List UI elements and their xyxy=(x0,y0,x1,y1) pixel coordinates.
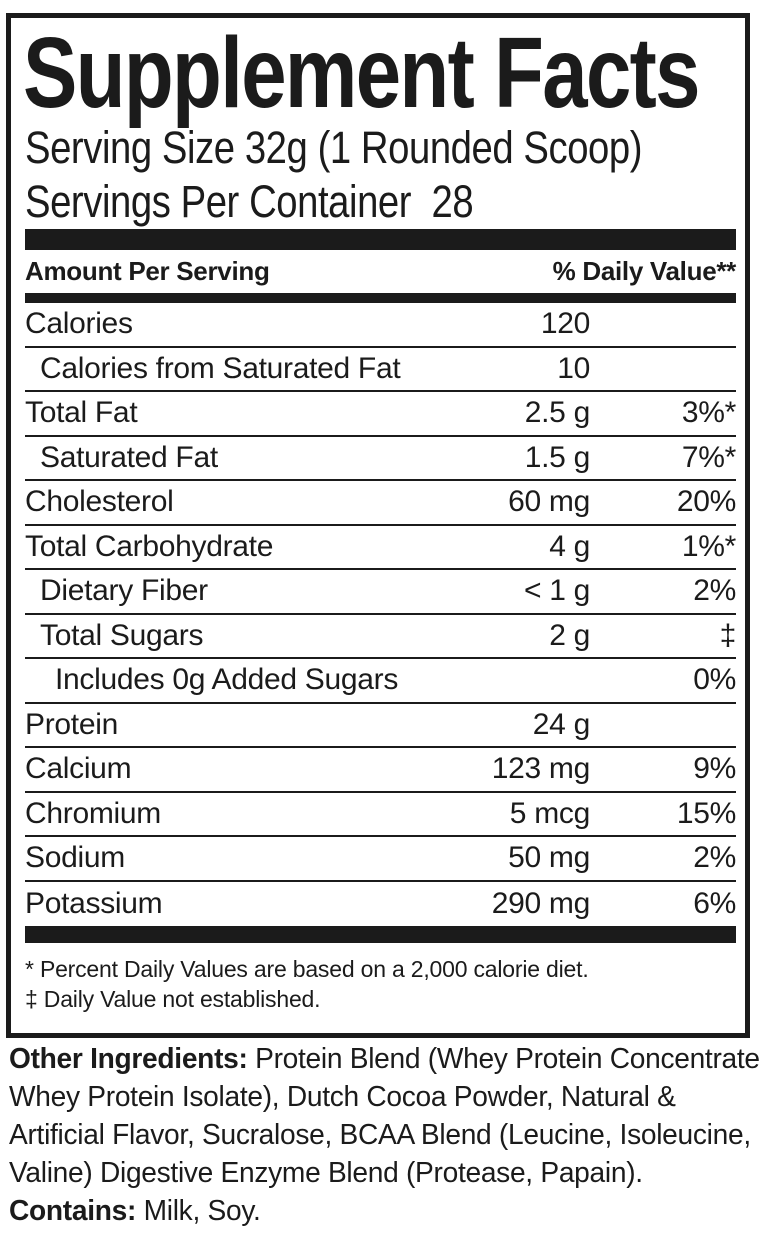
nutrient-name: Calories from Saturated Fat xyxy=(40,351,401,385)
nutrient-name: Includes 0g Added Sugars xyxy=(55,663,399,697)
nutrient-name: Dietary Fiber xyxy=(40,574,208,608)
nutrient-dv: 1%* xyxy=(681,529,736,563)
other-ingredients-label: Other Ingredients: xyxy=(9,1043,248,1075)
other-ingredients-line: Artificial Flavor, Sucralose, BCAA Blend… xyxy=(9,1119,751,1151)
daily-value-header: % Daily Value** xyxy=(552,256,737,286)
nutrient-dv: 3%* xyxy=(681,396,736,430)
footnote-not-established: ‡ Daily Value not established. xyxy=(25,986,321,1012)
nutrient-name: Saturated Fat xyxy=(40,440,218,474)
row-calories: Calories 120 xyxy=(25,303,736,348)
contains-label: Contains: xyxy=(9,1195,137,1227)
nutrient-amount: 24 g xyxy=(532,707,591,741)
serving-size-line: Serving Size 32g (1 Rounded Scoop) xyxy=(25,122,643,173)
nutrition-rows: Calories 120 Calories from Saturated Fat… xyxy=(25,303,736,926)
other-ingredients-line: Valine) Digestive Enzyme Blend (Protease… xyxy=(9,1157,643,1189)
nutrient-name: Potassium xyxy=(25,886,163,920)
nutrient-name: Total Carbohydrate xyxy=(25,529,274,563)
nutrient-dv: 20% xyxy=(676,485,736,519)
other-ingredients-line: Other Ingredients: Protein Blend (Whey P… xyxy=(9,1040,762,1078)
nutrient-dv: ‡ xyxy=(719,618,737,652)
nutrient-amount: 4 g xyxy=(549,529,590,563)
nutrient-amount: 5 mcg xyxy=(509,796,591,830)
nutrient-dv: 2% xyxy=(693,574,736,608)
nutrient-amount: 123 mg xyxy=(491,752,591,786)
nutrient-dv: 7%* xyxy=(681,440,736,474)
contains-text: Milk, Soy. xyxy=(143,1195,261,1227)
nutrient-name: Cholesterol xyxy=(25,485,174,519)
row-cholesterol: Cholesterol 60 mg 20% xyxy=(25,481,736,526)
nutrient-amount: 2.5 g xyxy=(524,396,591,430)
supplement-facts-panel: Supplement Facts Serving Size 32g (1 Rou… xyxy=(6,13,750,1038)
contains-line: Contains: Milk, Soy. xyxy=(9,1192,758,1230)
row-total-carbohydrate: Total Carbohydrate 4 g 1%* xyxy=(25,526,736,570)
row-total-fat: Total Fat 2.5 g 3%* xyxy=(25,392,736,437)
row-sodium: Sodium 50 mg 2% xyxy=(25,837,736,882)
row-potassium: Potassium 290 mg 6% xyxy=(25,882,736,927)
row-added-sugars: Includes 0g Added Sugars 0% xyxy=(25,659,736,704)
nutrient-dv: 2% xyxy=(693,841,736,875)
nutrient-dv: 9% xyxy=(693,752,736,786)
row-dietary-fiber: Dietary Fiber < 1 g 2% xyxy=(25,570,736,615)
nutrient-dv: 6% xyxy=(693,886,736,920)
nutrient-name: Calcium xyxy=(25,752,132,786)
nutrient-dv: 0% xyxy=(693,663,736,697)
nutrient-name: Sodium xyxy=(25,841,125,875)
servings-per-container-line: Servings Per Container 28 xyxy=(25,176,474,227)
nutrient-amount: 60 mg xyxy=(508,485,590,519)
nutrient-amount: 120 xyxy=(540,307,590,341)
footnote-separator-bar xyxy=(25,926,736,943)
row-protein: Protein 24 g xyxy=(25,704,736,748)
nutrient-name: Calories xyxy=(25,307,133,341)
column-header-row: Amount Per Serving % Daily Value** xyxy=(25,250,736,293)
row-calories-from-saturated-fat: Calories from Saturated Fat 10 xyxy=(25,348,736,392)
footnote-daily-values: * Percent Daily Values are based on a 2,… xyxy=(25,956,589,982)
other-ingredients-line: Whey Protein Isolate), Dutch Cocoa Powde… xyxy=(9,1081,676,1113)
row-calcium: Calcium 123 mg 9% xyxy=(25,748,736,793)
row-saturated-fat: Saturated Fat 1.5 g 7%* xyxy=(25,437,736,481)
nutrient-amount: 10 xyxy=(557,351,590,385)
nutrient-amount: < 1 g xyxy=(523,574,590,608)
footnotes: * Percent Daily Values are based on a 2,… xyxy=(25,954,736,1014)
other-ingredients-section: Other Ingredients: Protein Blend (Whey P… xyxy=(9,1040,762,1230)
nutrient-amount: 2 g xyxy=(549,618,590,652)
nutrient-amount: 290 mg xyxy=(491,886,591,920)
nutrient-dv: 15% xyxy=(676,796,736,830)
panel-title: Supplement Facts xyxy=(23,17,700,129)
amount-per-serving-header: Amount Per Serving xyxy=(25,256,270,286)
nutrient-name: Total Fat xyxy=(25,396,138,430)
row-total-sugars: Total Sugars 2 g ‡ xyxy=(25,615,737,659)
nutrient-name: Total Sugars xyxy=(40,618,204,652)
nutrient-amount: 1.5 g xyxy=(524,440,591,474)
other-ingredients-text: Protein Blend (Whey Protein Concentrate, xyxy=(255,1043,762,1075)
column-header-divider-bar xyxy=(25,293,736,303)
nutrient-name: Chromium xyxy=(25,796,161,830)
header-separator-bar xyxy=(25,229,736,250)
nutrient-name: Protein xyxy=(25,707,118,741)
row-chromium: Chromium 5 mcg 15% xyxy=(25,793,736,837)
nutrient-amount: 50 mg xyxy=(508,841,590,875)
